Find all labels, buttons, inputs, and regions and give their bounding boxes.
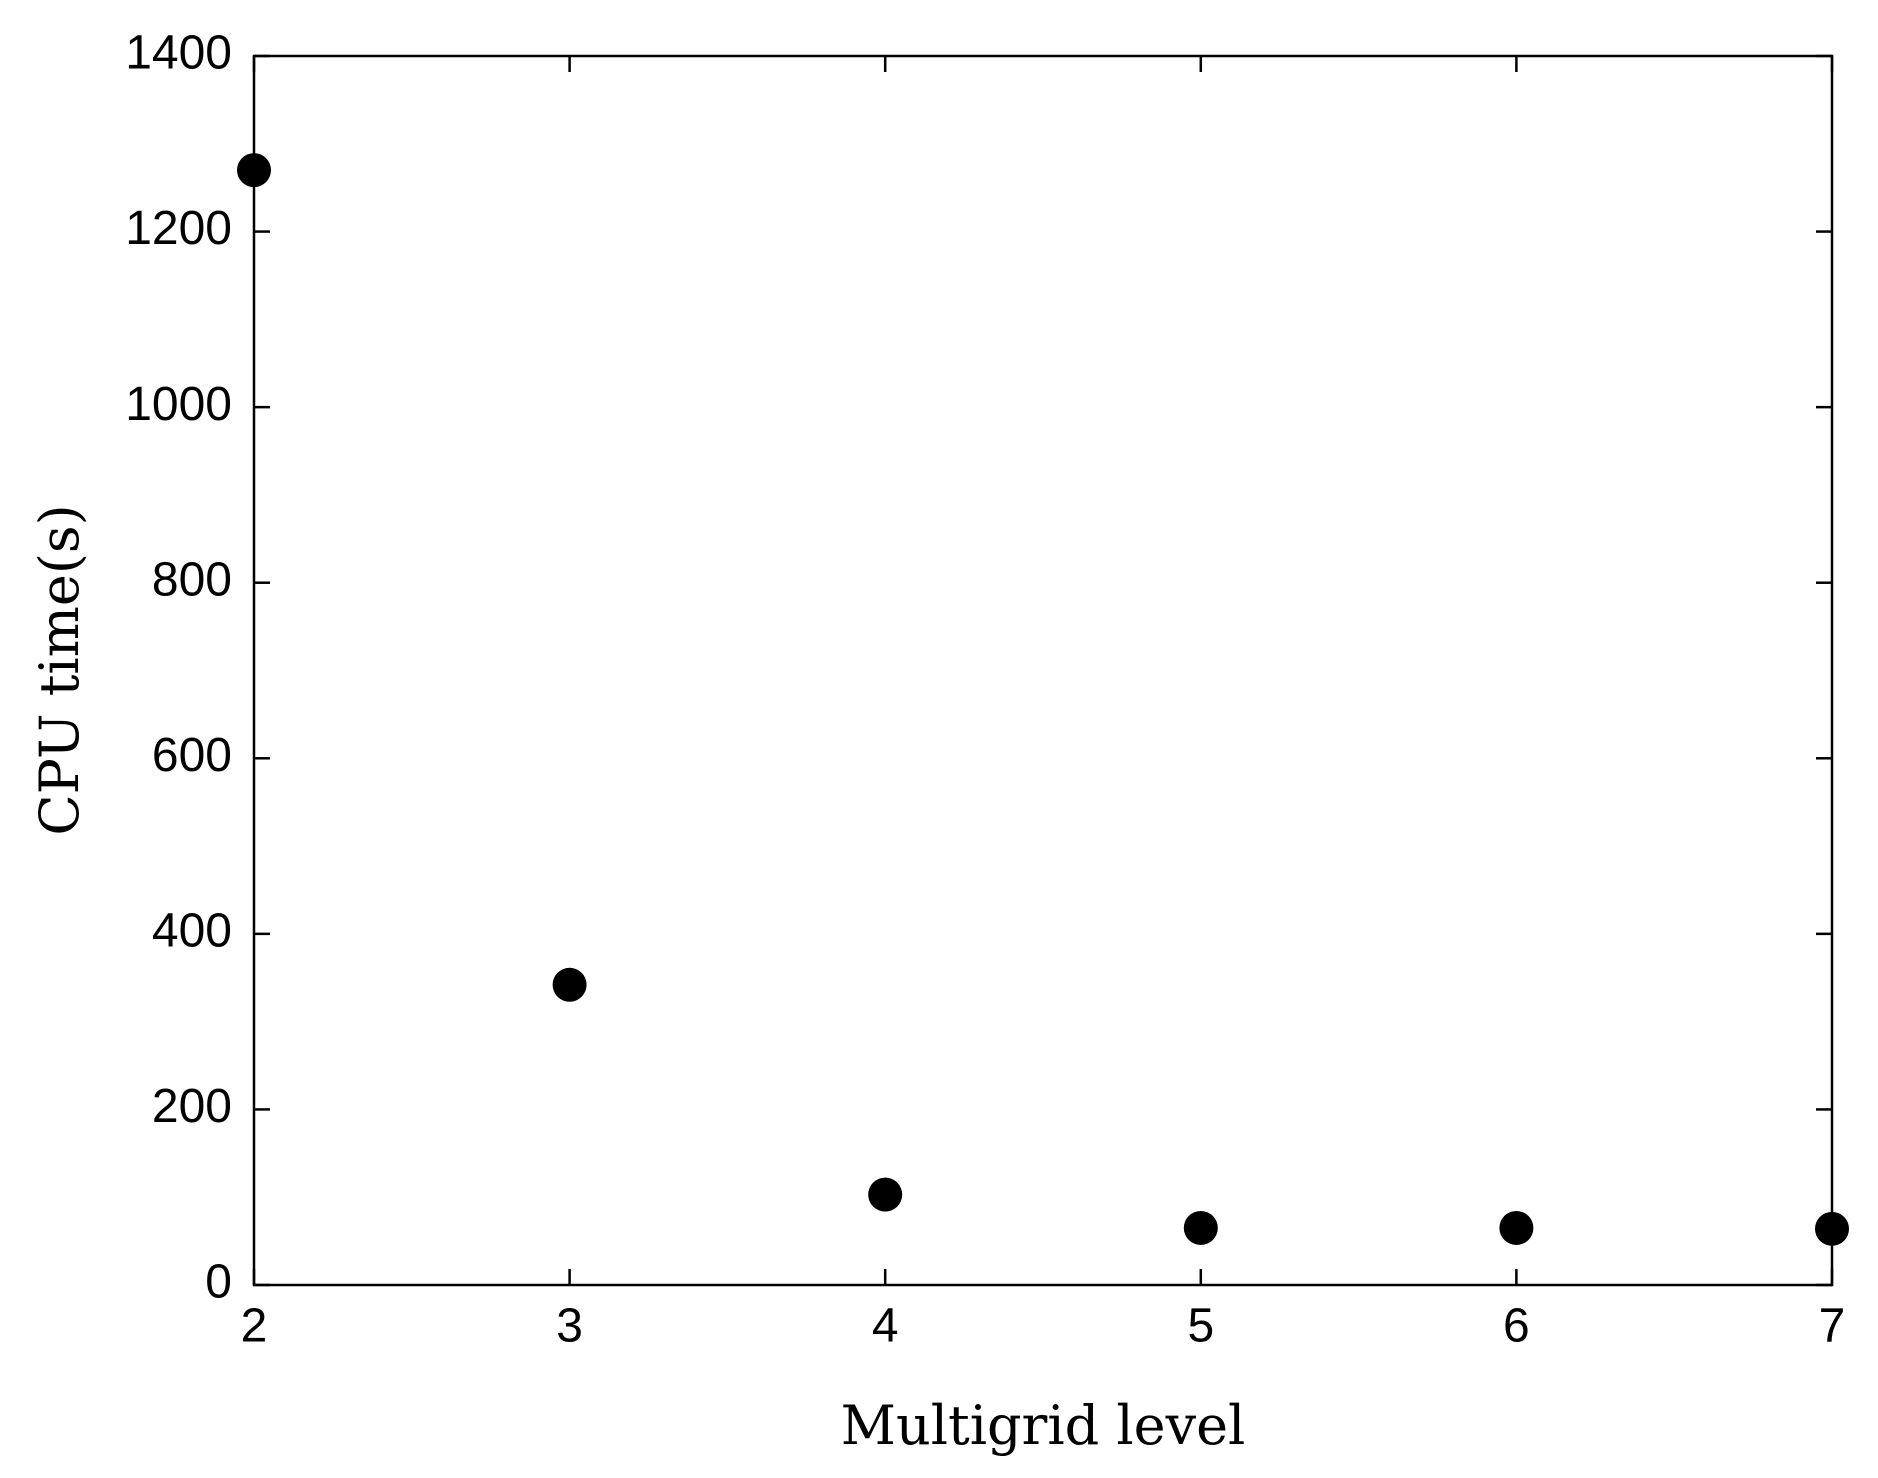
y-tick-label: 800: [152, 553, 232, 606]
y-tick-label: 0: [205, 1256, 232, 1309]
data-point: [868, 1177, 903, 1212]
y-tick-label: 400: [152, 905, 232, 958]
data-point: [1183, 1210, 1218, 1245]
data-point: [552, 967, 587, 1002]
x-tick-label: 5: [1187, 1300, 1214, 1353]
y-tick-label: 200: [152, 1080, 232, 1133]
data-point: [1815, 1211, 1849, 1246]
y-tick-label: 600: [152, 729, 232, 782]
y-tick-label: 1200: [125, 202, 232, 255]
x-tick-label: 2: [241, 1300, 268, 1353]
plot-frame: [252, 54, 1834, 1287]
data-point: [1499, 1210, 1534, 1245]
data-point: [237, 153, 271, 188]
x-tick-label: 6: [1503, 1300, 1530, 1353]
x-tick-label: 4: [872, 1300, 899, 1353]
x-axis-label: Multigrid level: [841, 1394, 1246, 1457]
x-tick-label: 3: [556, 1300, 583, 1353]
y-tick-label: 1400: [125, 27, 232, 80]
x-tick-label: 7: [1819, 1300, 1846, 1353]
y-axis-label: CPU time(s): [28, 504, 91, 835]
y-tick-label: 1000: [125, 378, 232, 431]
